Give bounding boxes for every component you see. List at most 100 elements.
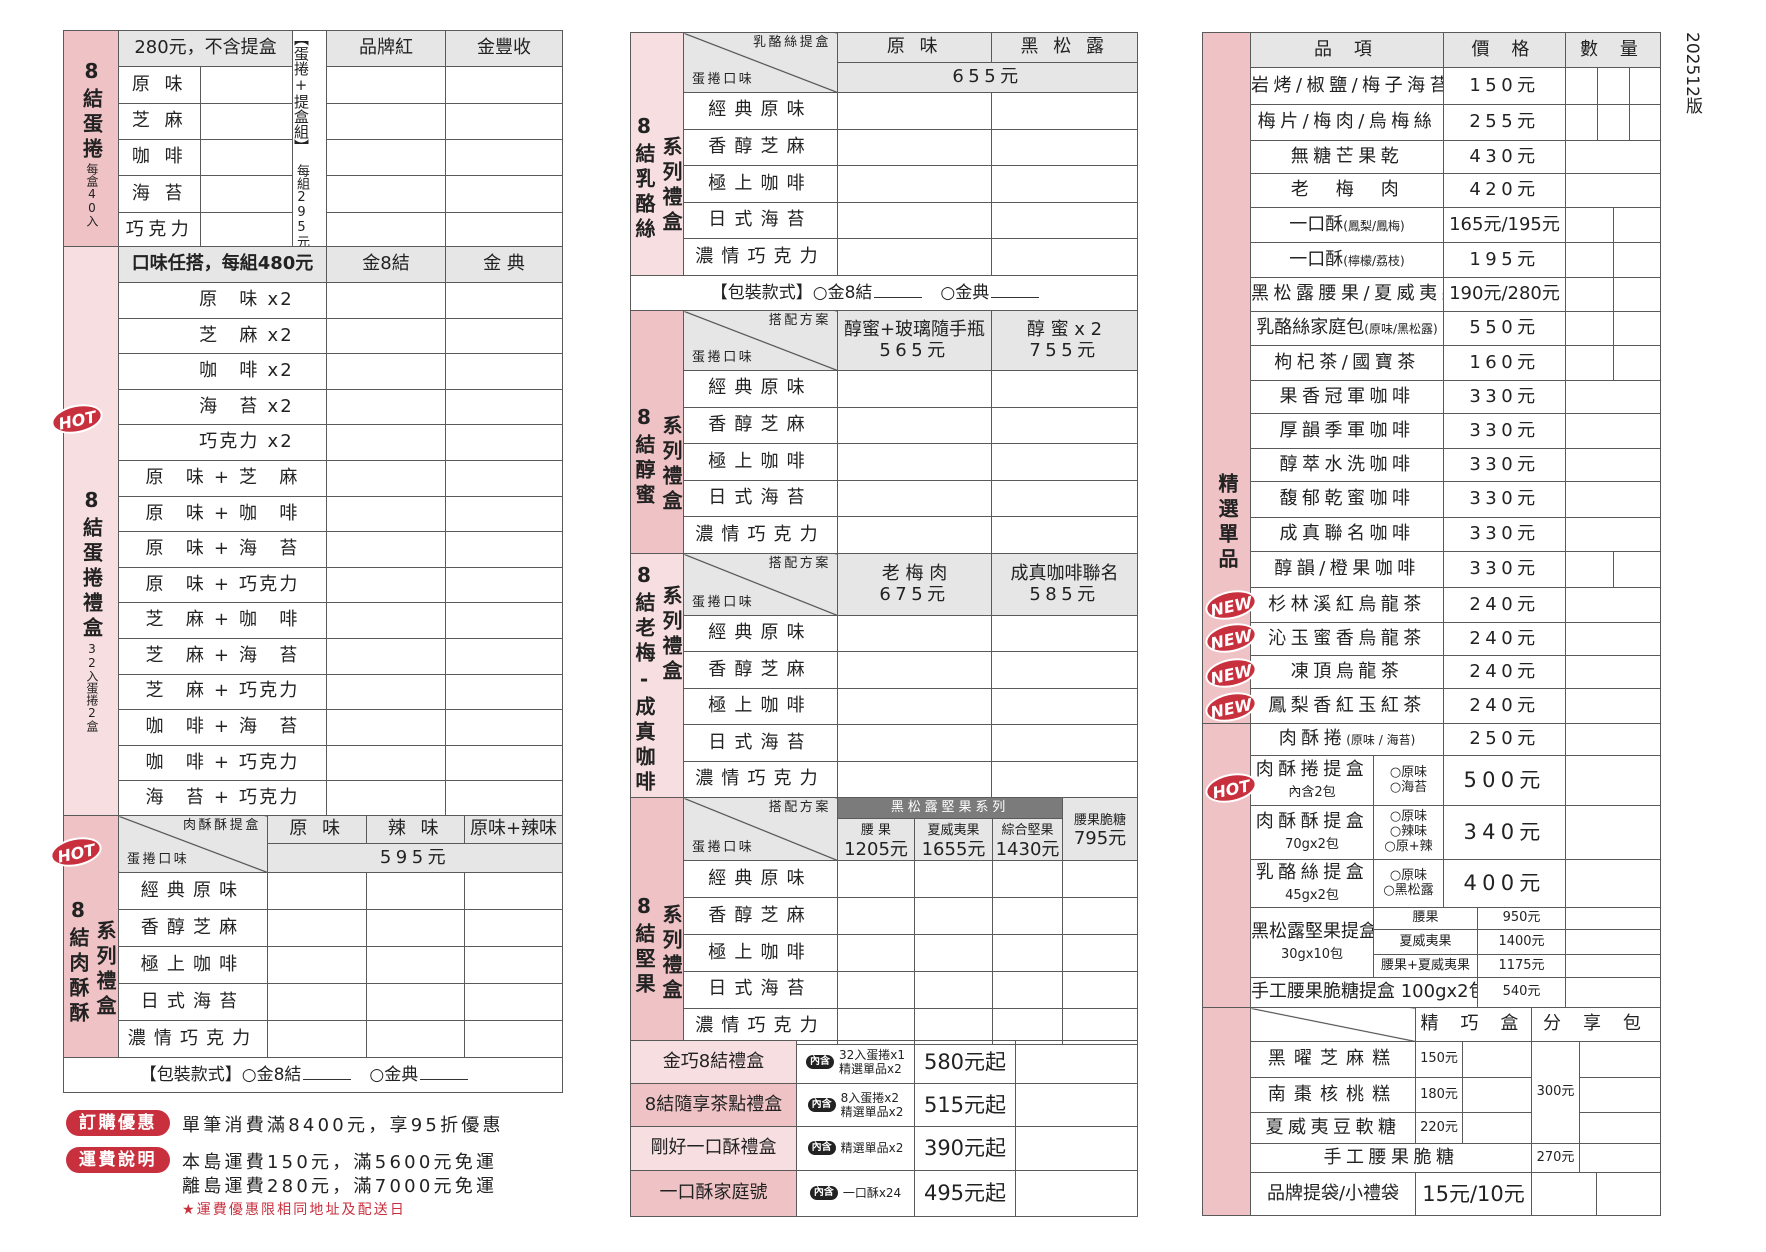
quantity-input[interactable] [837,128,992,167]
quantity-input[interactable] [837,201,992,240]
quantity-input[interactable] [1565,277,1614,312]
packaging-qty-blank[interactable] [420,1065,469,1080]
quantity-input[interactable] [1565,242,1614,278]
quantity-input[interactable] [326,138,447,177]
quantity-input[interactable] [914,860,993,899]
quantity-input[interactable] [464,946,563,984]
flavor-option-radio[interactable]: ○原味 [1390,765,1427,780]
quantity-input[interactable] [1015,1040,1138,1084]
quantity-input[interactable] [267,983,367,1021]
quantity-input[interactable] [837,238,992,276]
quantity-input[interactable] [445,531,563,568]
quantity-input[interactable] [1531,1172,1598,1216]
quantity-input[interactable] [366,1020,465,1058]
quantity-input[interactable] [991,724,1138,762]
quantity-input[interactable] [1579,1077,1662,1113]
quantity-input[interactable] [326,102,447,140]
quantity-input[interactable] [991,860,1064,899]
quantity-input[interactable] [991,933,1064,972]
quantity-input[interactable] [1565,755,1662,806]
quantity-input[interactable] [445,175,564,213]
quantity-input[interactable] [837,970,915,1009]
quantity-input[interactable] [1579,1041,1662,1078]
quantity-input[interactable] [991,970,1064,1009]
quantity-input[interactable] [1565,954,1662,978]
quantity-input[interactable] [991,760,1138,798]
quantity-input[interactable] [1564,688,1662,724]
quantity-input[interactable] [914,933,993,972]
quantity-input[interactable] [991,238,1138,276]
quantity-input[interactable] [326,175,447,213]
quantity-input[interactable] [1612,242,1662,278]
quantity-input[interactable] [837,165,992,203]
flavor-option-radio[interactable]: ○原+辣 [1384,839,1432,854]
quantity-input[interactable] [837,760,992,798]
quantity-input[interactable] [1628,104,1662,141]
quantity-input[interactable] [366,872,465,910]
quantity-input[interactable] [1564,380,1662,414]
quantity-input[interactable] [1015,1170,1138,1217]
quantity-input[interactable] [464,872,563,910]
quantity-input[interactable] [464,983,563,1021]
quantity-input[interactable] [445,744,563,782]
quantity-input[interactable] [1565,67,1598,105]
quantity-input[interactable] [837,479,992,518]
quantity-input[interactable] [199,138,294,177]
packaging-option-radio[interactable]: ○金典 [940,283,989,303]
quantity-input[interactable] [326,459,446,497]
quantity-input[interactable] [445,138,564,177]
flavor-option-radio[interactable]: ○辣味 [1390,824,1427,839]
quantity-input[interactable] [199,211,294,250]
quantity-input[interactable] [267,872,367,910]
quantity-input[interactable] [837,860,915,899]
quantity-input[interactable] [445,211,564,250]
quantity-input[interactable] [1461,1041,1533,1078]
quantity-input[interactable] [1565,723,1662,756]
quantity-input[interactable] [199,175,294,213]
quantity-input[interactable] [1565,805,1662,860]
quantity-input[interactable] [1596,1172,1662,1216]
quantity-input[interactable] [326,282,446,319]
quantity-input[interactable] [445,709,563,746]
quantity-input[interactable] [837,651,992,689]
quantity-input[interactable] [837,92,992,130]
quantity-input[interactable] [326,744,446,782]
quantity-input[interactable] [267,909,367,947]
packaging-option-radio[interactable]: ○金典 [369,1065,418,1085]
quantity-input[interactable] [991,370,1138,408]
quantity-input[interactable] [464,1020,563,1058]
quantity-input[interactable] [1579,1112,1662,1144]
quantity-input[interactable] [1015,1126,1138,1171]
quantity-input[interactable] [914,970,993,1009]
quantity-input[interactable] [1564,655,1662,689]
quantity-input[interactable] [1564,517,1662,552]
quantity-input[interactable] [1565,345,1614,381]
quantity-input[interactable] [326,317,446,355]
quantity-input[interactable] [991,687,1138,726]
quantity-input[interactable] [326,637,446,675]
quantity-input[interactable] [326,566,446,604]
quantity-input[interactable] [445,424,563,461]
quantity-input[interactable] [445,353,563,390]
quantity-input[interactable] [1565,907,1662,930]
quantity-input[interactable] [445,637,563,675]
quantity-input[interactable] [326,388,446,426]
quantity-input[interactable] [1579,1143,1662,1173]
quantity-input[interactable] [837,614,992,653]
quantity-input[interactable] [1628,67,1662,105]
quantity-input[interactable] [445,282,563,319]
quantity-input[interactable] [1564,622,1662,656]
quantity-input[interactable] [445,566,563,604]
quantity-input[interactable] [1565,551,1614,588]
quantity-input[interactable] [326,495,446,533]
quantity-input[interactable] [445,388,563,426]
quantity-input[interactable] [445,495,563,533]
quantity-input[interactable] [199,102,294,140]
quantity-input[interactable] [837,406,992,445]
quantity-input[interactable] [837,897,915,935]
quantity-input[interactable] [1612,345,1662,381]
quantity-input[interactable] [991,406,1138,445]
quantity-input[interactable] [1461,1112,1533,1144]
flavor-option-radio[interactable]: ○原味 [1390,868,1427,883]
quantity-input[interactable] [837,516,992,554]
